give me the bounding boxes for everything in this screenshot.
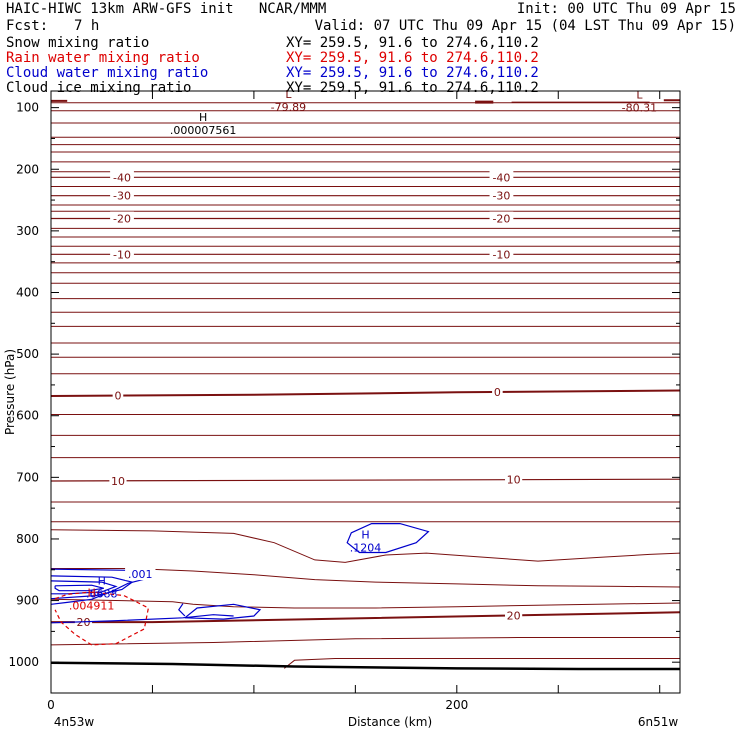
isotherm-label--30-1-bg — [489, 188, 514, 202]
isotherm-label--40-1-bg — [489, 170, 514, 184]
ground-surface-line — [50, 661, 680, 671]
isotherm-label--10-1-bg — [489, 247, 514, 261]
temperature-low-1-value: -80.31 — [622, 102, 657, 115]
cloud-water-contour-4 — [54, 584, 104, 592]
snow-high-0-marker: H — [199, 111, 207, 124]
isotherm-label--20-1-bg — [489, 211, 514, 225]
valid-time: Valid: 07 UTC Thu 09 Apr 15 (04 LST Thu … — [314, 18, 736, 34]
rain-water-high-0-value: .004911 — [69, 600, 115, 613]
y-tick-label-9: 1000 — [8, 655, 39, 669]
isotherm-wavy-1 — [50, 529, 681, 563]
y-tick-label-1: 200 — [16, 162, 39, 176]
y-tick-label-0: 100 — [16, 101, 39, 115]
temperature-low-0-marker: L — [285, 88, 292, 101]
isotherm-label--10-0: -10 — [113, 248, 131, 261]
snow-high-0-value: .000007561 — [170, 124, 236, 137]
cloud-water-high-0-value: .6688 — [86, 587, 118, 600]
x-axis-title: Distance (km) — [348, 715, 432, 729]
isotherm-label--40-0-bg — [110, 170, 134, 184]
cloud-water-contour-upper — [346, 522, 430, 554]
isotherm-label--10-0-bg — [110, 247, 134, 261]
temperature-low-0-value: -79.89 — [271, 101, 306, 114]
cloud-water-contour-label: .001 — [128, 568, 153, 581]
isotherm-label--30-1: -30 — [492, 190, 510, 203]
x-endpoint-left: 4n53w — [54, 715, 95, 729]
rain-water-high-0-marker: H — [87, 587, 95, 600]
field-xy-rain: XY= 259.5, 91.6 to 274.6,110.2 — [286, 50, 539, 66]
y-tick-label-6: 700 — [16, 470, 39, 484]
x-endpoint-right: 6n51w — [638, 715, 679, 729]
y-tick-label-4: 500 — [16, 347, 39, 361]
temperature-low-1-marker: L — [636, 89, 643, 102]
isotherm-label--30-0-bg — [110, 188, 134, 202]
cloud-water-high-1-marker: H — [361, 529, 369, 542]
isotherm-label--20-0: -20 — [113, 213, 131, 226]
cloud-water-contour-stub — [178, 603, 186, 617]
field-label-snow: Snow mixing ratio — [6, 35, 150, 51]
field-label-rain: Rain water mixing ratio — [6, 50, 200, 66]
y-tick-label-7: 800 — [16, 532, 39, 546]
isotherm-label--20-1: -20 — [492, 213, 510, 226]
isotherm-label-10-0-bg — [109, 473, 127, 487]
isotherm-label--40-1: -40 — [492, 171, 510, 184]
field-xy-snow: XY= 259.5, 91.6 to 274.6,110.2 — [286, 35, 539, 51]
field-xy-cloud-ice: XY= 259.5, 91.6 to 274.6,110.2 — [286, 80, 539, 96]
cloud-water-contour-cell — [184, 603, 262, 620]
isotherm-label-0-0-bg — [112, 388, 124, 402]
plot-frame — [50, 90, 681, 694]
forecast-label: Fcst: — [6, 18, 49, 34]
isotherm-wavy-3 — [50, 598, 681, 609]
isotherm-label-20-1: 20 — [507, 609, 521, 622]
cloud-water-high-0-marker: H — [98, 574, 106, 587]
isotherm-20 — [51, 611, 681, 624]
isotherm-label-0-0: 0 — [114, 390, 121, 403]
chart-title: HAIC-HIWC 13km ARW-GFS init NCAR/MMM — [6, 1, 327, 17]
init-time: Init: 00 UTC Thu 09 Apr 15 — [516, 1, 736, 17]
isotherm-10 — [50, 478, 681, 482]
forecast-hours: 7 h — [74, 18, 100, 34]
field-label-cloud-ice: Cloud ice mixing ratio — [6, 80, 192, 96]
isotherm-label-20-0: 20 — [76, 616, 90, 629]
isotherm-label-0-1: 0 — [494, 386, 501, 399]
y-tick-label-8: 900 — [16, 594, 39, 608]
isotherm-label-0-1-bg — [492, 384, 503, 398]
field-label-cloud-water: Cloud water mixing ratio — [6, 65, 209, 81]
isotherm-wavy-5 — [283, 658, 680, 669]
isotherm-label--40-0: -40 — [113, 171, 131, 184]
cloud-water-contour-2 — [50, 575, 134, 600]
cloud-water-high-1-value: .1204 — [350, 542, 382, 555]
isotherm-label-10-1-bg — [505, 472, 523, 486]
rain-water-contour — [54, 591, 150, 646]
isotherm-label-10-1: 10 — [507, 474, 521, 487]
cloud-water-contour-3 — [50, 580, 118, 595]
y-tick-label-2: 300 — [16, 224, 39, 238]
y-axis-title: Pressure (hPa) — [3, 349, 17, 435]
field-xy-cloud-water: XY= 259.5, 91.6 to 274.6,110.2 — [286, 65, 539, 81]
isotherm-label-10-0: 10 — [111, 475, 125, 488]
isotherm-label--30-0: -30 — [113, 190, 131, 203]
y-tick-label-3: 400 — [16, 285, 39, 299]
y-tick-label-5: 600 — [16, 409, 39, 423]
isotherm-label-20-1-bg — [505, 608, 523, 622]
isotherm-wavy-2 — [51, 568, 681, 588]
isotherm-label--20-0-bg — [110, 211, 134, 225]
cloud-water-contour-low — [50, 614, 234, 624]
isotherm-0 — [50, 389, 681, 397]
x-tick-label-1: 200 — [445, 698, 468, 712]
isotherm-wavy-4 — [50, 637, 680, 646]
x-tick-label-0: 0 — [47, 698, 55, 712]
cloud-water-contour-label-bg — [125, 567, 156, 581]
isotherm-label--10-1: -10 — [492, 248, 510, 261]
